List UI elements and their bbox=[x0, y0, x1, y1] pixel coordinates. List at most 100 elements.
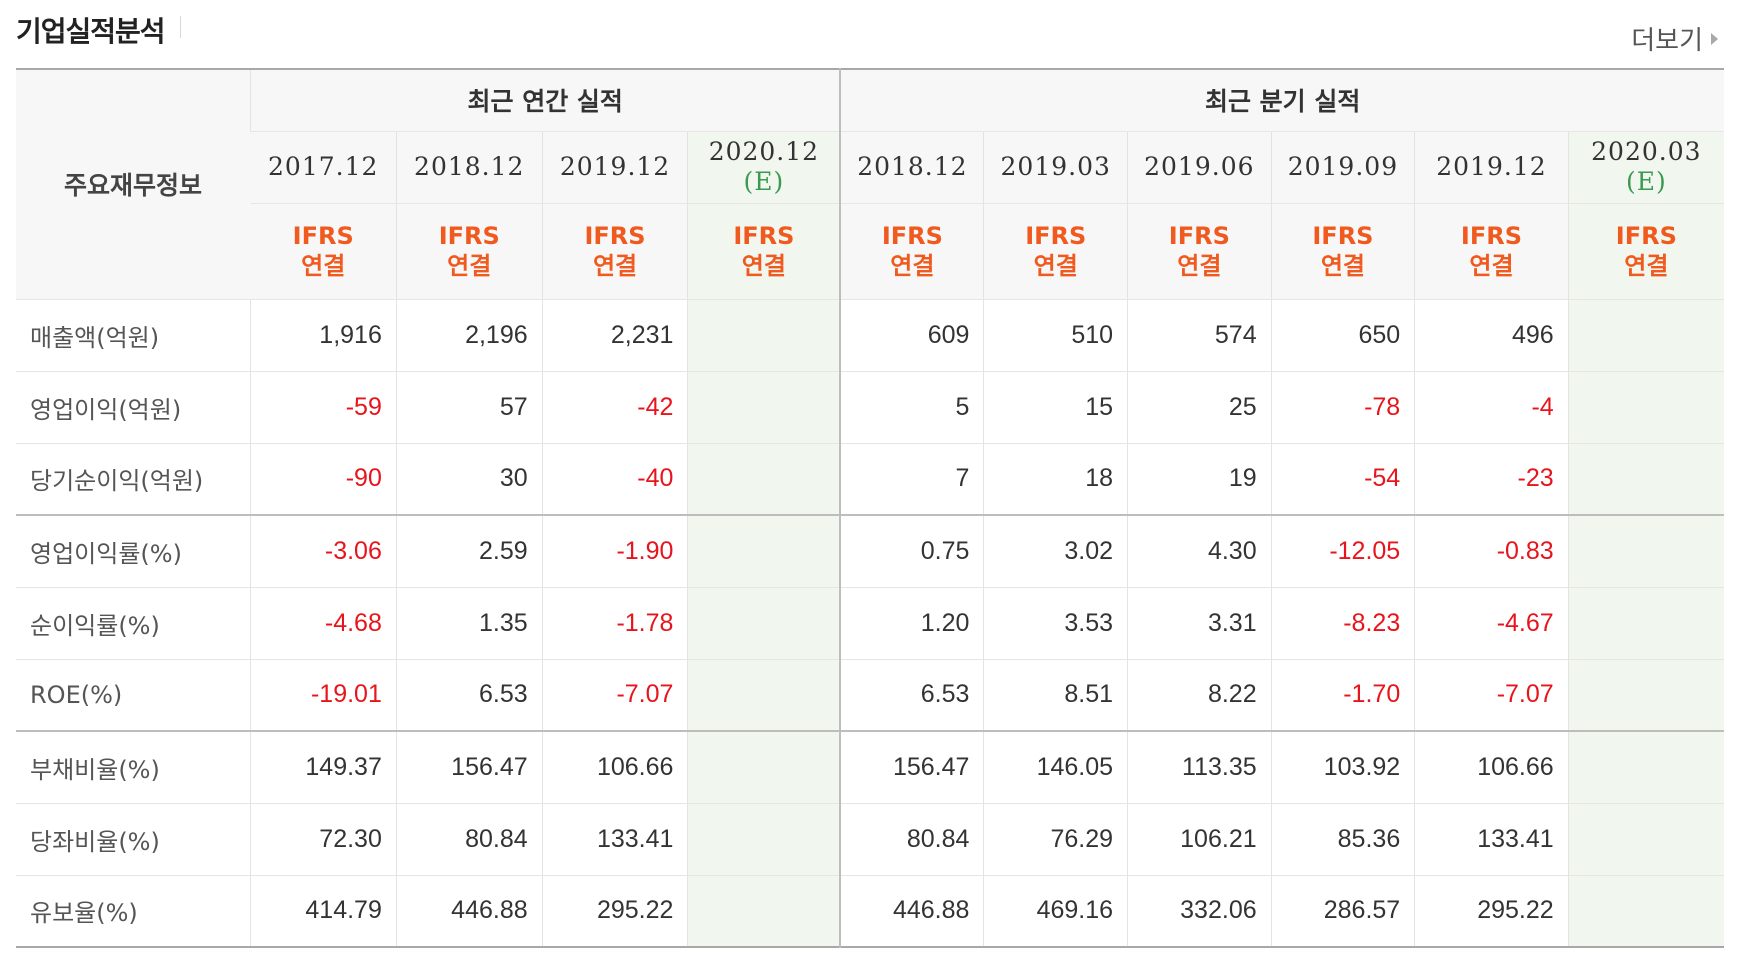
table-cell: 149.37 bbox=[250, 731, 397, 804]
consolidation-label: 연결 bbox=[890, 252, 935, 280]
standard-label: IFRS bbox=[1460, 222, 1522, 250]
table-cell bbox=[687, 515, 841, 588]
row-label: 당기순이익(억원) bbox=[16, 443, 251, 516]
table-cell: 6.53 bbox=[839, 659, 984, 732]
row-header-label: 주요재무정보 bbox=[16, 69, 251, 300]
section-title: 기업실적분석 bbox=[16, 15, 166, 48]
accounting-standard-header: IFRS 연결 bbox=[1127, 203, 1272, 300]
period-label: 2020.03 bbox=[1591, 137, 1702, 166]
header-row-standards: IFRS 연결 IFRS 연결 IFRS 연결 IFRS 연결 IFRS 연결 IFRS 연결 IFRS… bbox=[16, 203, 1724, 300]
accounting-standard-header: IFRS 연결 bbox=[1414, 203, 1569, 300]
standard-label: IFRS bbox=[1168, 222, 1230, 250]
table-cell bbox=[1567, 371, 1724, 444]
accounting-standard-header: IFRS 연결 bbox=[541, 203, 688, 300]
table-cell: 8.51 bbox=[983, 659, 1128, 732]
table-cell bbox=[1567, 803, 1724, 876]
table-cell: 3.31 bbox=[1127, 587, 1272, 660]
table-body: 매출액(억원) 1,916 2,196 2,231 609 510 574 650 496 영업이… bbox=[16, 299, 1724, 948]
annual-group-header: 최근 연간 실적 bbox=[250, 69, 841, 132]
row-label: 매출액(억원) bbox=[16, 299, 251, 372]
row-label: 유보율(%) bbox=[16, 875, 251, 948]
standard-label: IFRS bbox=[292, 222, 354, 250]
table-cell: -4.68 bbox=[250, 587, 397, 660]
standard-label: IFRS bbox=[1025, 222, 1087, 250]
table-cell: 510 bbox=[983, 299, 1128, 372]
table-cell: -3.06 bbox=[250, 515, 397, 588]
table-cell: 85.36 bbox=[1270, 803, 1415, 876]
table-cell: 57 bbox=[395, 371, 543, 444]
table-cell: 414.79 bbox=[250, 875, 397, 948]
table-cell: 30 bbox=[395, 443, 543, 516]
table-cell: -7.07 bbox=[1414, 659, 1569, 732]
table-cell: 5 bbox=[839, 371, 984, 444]
table-cell bbox=[1567, 587, 1724, 660]
annual-period-header: 2017.12 bbox=[250, 131, 397, 204]
annual-period-header: 2020.12 (E) bbox=[687, 131, 841, 204]
accounting-standard-header: IFRS 연결 bbox=[1567, 203, 1724, 300]
table-cell: 446.88 bbox=[395, 875, 543, 948]
table-cell: 1.35 bbox=[395, 587, 543, 660]
row-label: 영업이익(억원) bbox=[16, 371, 251, 444]
table-cell: 106.66 bbox=[1414, 731, 1569, 804]
table-cell: -54 bbox=[1270, 443, 1415, 516]
table-cell: 4.30 bbox=[1127, 515, 1272, 588]
row-label: 순이익률(%) bbox=[16, 587, 251, 660]
annual-period-header: 2018.12 bbox=[395, 131, 543, 204]
table-cell: 3.02 bbox=[983, 515, 1128, 588]
annual-period-header: 2019.12 bbox=[541, 131, 688, 204]
consolidation-label: 연결 bbox=[741, 252, 786, 280]
table-cell: 7 bbox=[839, 443, 984, 516]
standard-label: IFRS bbox=[584, 222, 646, 250]
table-cell: -0.83 bbox=[1414, 515, 1569, 588]
more-link[interactable]: 더보기 bbox=[1631, 20, 1718, 57]
standard-label: IFRS bbox=[1615, 222, 1677, 250]
table-row: 부채비율(%) 149.37 156.47 106.66 156.47 146.05 113… bbox=[16, 731, 1724, 804]
table-cell: -59 bbox=[250, 371, 397, 444]
table-cell: 2.59 bbox=[395, 515, 543, 588]
quarterly-period-header: 2019.12 bbox=[1414, 131, 1569, 204]
table-cell: -1.90 bbox=[541, 515, 688, 588]
table-cell: 103.92 bbox=[1270, 731, 1415, 804]
table-cell bbox=[687, 875, 841, 948]
period-label: 2019.03 bbox=[1000, 152, 1111, 181]
table-cell: 113.35 bbox=[1127, 731, 1272, 804]
period-label: 2018.12 bbox=[414, 152, 525, 181]
accounting-standard-header: IFRS 연결 bbox=[839, 203, 984, 300]
table-cell: -23 bbox=[1414, 443, 1569, 516]
table-cell: -19.01 bbox=[250, 659, 397, 732]
table-row: 유보율(%) 414.79 446.88 295.22 446.88 469.16 332.… bbox=[16, 875, 1724, 948]
table-cell bbox=[1567, 299, 1724, 372]
table-cell: -1.78 bbox=[541, 587, 688, 660]
consolidation-label: 연결 bbox=[1624, 252, 1669, 280]
consolidation-label: 연결 bbox=[1469, 252, 1514, 280]
period-label: 2017.12 bbox=[268, 152, 379, 181]
table-cell: 469.16 bbox=[983, 875, 1128, 948]
table-cell bbox=[1567, 443, 1724, 516]
financial-summary-table-wrapper: 주요재무정보 최근 연간 실적 최근 분기 실적 2017.12 2018.12 2… bbox=[16, 68, 1724, 948]
table-cell: -78 bbox=[1270, 371, 1415, 444]
quarterly-period-header: 2018.12 bbox=[839, 131, 984, 204]
table-cell: 295.22 bbox=[541, 875, 688, 948]
table-cell: 1,916 bbox=[250, 299, 397, 372]
table-cell bbox=[687, 803, 841, 876]
table-cell: 18 bbox=[983, 443, 1128, 516]
title-divider bbox=[180, 16, 181, 38]
period-label: 2018.12 bbox=[857, 152, 968, 181]
standard-label: IFRS bbox=[1312, 222, 1374, 250]
table-cell: 156.47 bbox=[395, 731, 543, 804]
consolidation-label: 연결 bbox=[1033, 252, 1078, 280]
table-cell: 496 bbox=[1414, 299, 1569, 372]
period-label: 2020.12 bbox=[708, 137, 820, 166]
period-label: 2019.06 bbox=[1144, 152, 1255, 181]
standard-label: IFRS bbox=[733, 222, 795, 250]
quarterly-period-header: 2020.03 (E) bbox=[1567, 131, 1724, 204]
table-cell bbox=[1567, 515, 1724, 588]
quarterly-period-header: 2019.03 bbox=[983, 131, 1128, 204]
estimate-mark: (E) bbox=[743, 167, 785, 196]
table-cell: -90 bbox=[250, 443, 397, 516]
consolidation-label: 연결 bbox=[592, 252, 638, 280]
table-cell: -8.23 bbox=[1270, 587, 1415, 660]
accounting-standard-header: IFRS 연결 bbox=[687, 203, 841, 300]
standard-label: IFRS bbox=[438, 222, 500, 250]
row-label: ROE(%) bbox=[16, 659, 251, 732]
